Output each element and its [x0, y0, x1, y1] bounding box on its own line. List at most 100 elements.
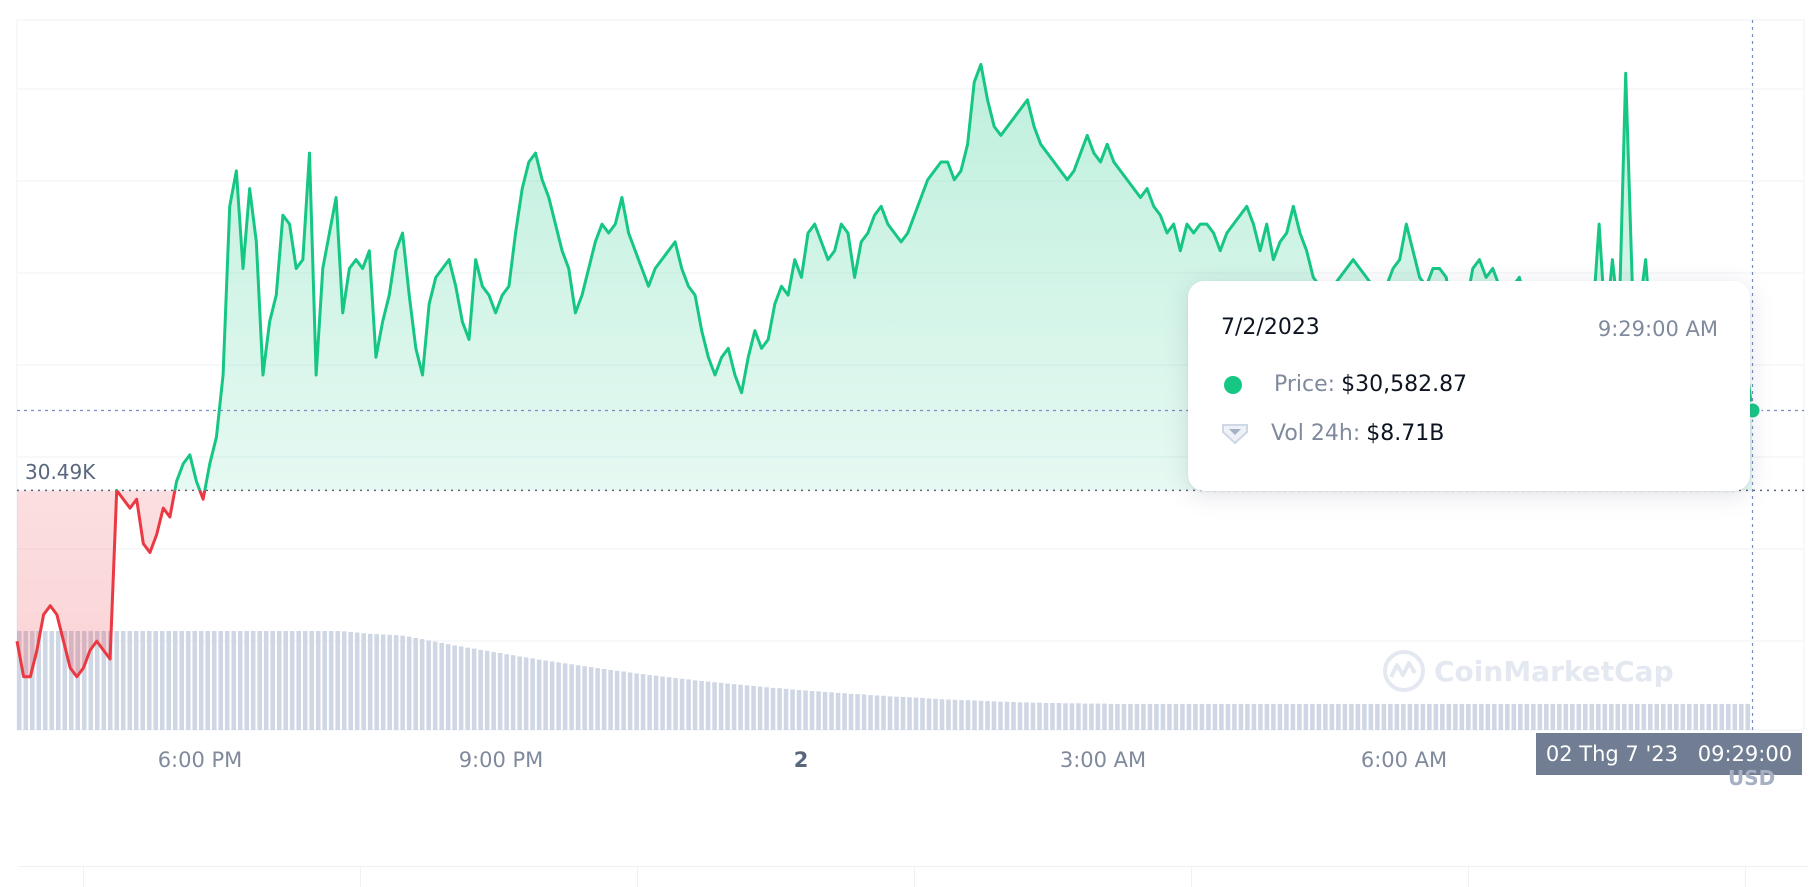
volume-bar [673, 678, 678, 730]
volume-bar [640, 674, 646, 730]
volume-bar [413, 637, 418, 730]
volume-bar [660, 676, 665, 730]
volume-bar [517, 656, 522, 730]
volume-bar [1531, 703, 1536, 730]
volume-bar [1017, 702, 1023, 730]
volume-bar [1589, 703, 1595, 730]
volume-bar [1349, 703, 1354, 730]
volume-bar [1225, 703, 1231, 730]
volume-bar [608, 669, 613, 730]
volume-bar [1680, 703, 1686, 730]
volume-bar [1329, 703, 1335, 730]
volume-bar [1089, 703, 1094, 730]
volume-bar [1401, 703, 1406, 730]
volume-bar [1641, 703, 1647, 730]
cursor-date-label: 02 Thg 7 '23 09:29:00 [1536, 733, 1802, 775]
volume-bar [1271, 703, 1276, 730]
volume-bar [1193, 703, 1198, 730]
volume-bar [972, 700, 977, 730]
volume-bar [1544, 703, 1549, 730]
x-tick-label: 2 [794, 748, 809, 772]
volume-bar [1615, 703, 1621, 730]
volume-bar [1277, 703, 1283, 730]
volume-bar [1368, 703, 1374, 730]
volume-bar [1492, 703, 1497, 730]
volume-bar [1310, 703, 1315, 730]
volume-bar [1128, 703, 1133, 730]
volume-bar [1160, 703, 1166, 730]
volume-bar [718, 682, 724, 730]
volume-bar [569, 664, 574, 730]
bottom-tab-strip [18, 866, 1808, 887]
volume-bar [1667, 703, 1673, 730]
volume-bar [1472, 703, 1478, 730]
volume-bar [952, 699, 958, 730]
volume-bar [380, 634, 386, 730]
x-axis: 6:00 PM 9:00 PM 2 3:00 AM 6:00 AM [158, 748, 1447, 772]
volume-bar [270, 631, 275, 730]
volume-bar [868, 695, 873, 730]
volume-bar [504, 654, 509, 730]
volume-bar [1420, 703, 1426, 730]
volume-bar [1199, 703, 1205, 730]
volume-bar [439, 642, 444, 730]
volume-bar [1121, 703, 1127, 730]
volume-bar [1505, 703, 1510, 730]
volume-bar [1674, 703, 1679, 730]
volume-bar [1635, 703, 1640, 730]
volume-bar [1414, 703, 1419, 730]
volume-bar [263, 631, 269, 730]
volume-bar [302, 631, 308, 730]
volume-bar [933, 698, 938, 730]
volume-bar [484, 650, 490, 730]
volume-bar [1479, 703, 1484, 730]
volume-bar [1011, 702, 1016, 730]
volume-bar [114, 631, 120, 730]
volume-bar [166, 631, 172, 730]
volume-bar [250, 631, 256, 730]
volume-bar [419, 639, 425, 730]
volume-bar [1557, 703, 1562, 730]
tooltip-volume-label: Vol 24h: [1271, 421, 1361, 446]
volume-bar [1433, 703, 1439, 730]
volume-bar [62, 631, 68, 730]
volume-bars [17, 631, 1751, 730]
volume-bar [965, 700, 971, 730]
tooltip-volume-row: Vol 24h: $8.71B [1221, 421, 1444, 446]
volume-bar [614, 670, 620, 730]
volume-bar [666, 677, 672, 730]
volume-bar [1024, 702, 1029, 730]
x-tick-label: 9:00 PM [459, 748, 544, 772]
volume-bar [757, 686, 763, 730]
volume-bar [1583, 703, 1588, 730]
volume-bar [1264, 703, 1270, 730]
currency-label: USD [1728, 766, 1776, 790]
volume-bar [822, 691, 828, 730]
volume-bar [198, 631, 204, 730]
volume-bar [679, 678, 685, 730]
tooltip-price-label: Price: [1274, 372, 1336, 397]
volume-bar [601, 669, 607, 730]
volume-bar [1700, 703, 1705, 730]
volume-bar [30, 631, 35, 730]
volume-bar [1648, 703, 1653, 730]
volume-bar [1732, 703, 1738, 730]
volume-bar [335, 631, 340, 730]
volume-bar [530, 658, 535, 730]
volume-bar [653, 675, 659, 730]
volume-bar [192, 631, 197, 730]
volume-bar [751, 686, 756, 730]
volume-bar [738, 684, 743, 730]
volume-bar [991, 701, 997, 730]
volume-bar [848, 693, 854, 730]
volume-bar [1622, 703, 1627, 730]
volume-bar [23, 631, 29, 730]
coinmarketcap-logo-icon [1383, 650, 1425, 692]
volume-bar [1388, 703, 1393, 730]
volume-bar [900, 697, 906, 730]
volume-bar [1004, 701, 1010, 730]
volume-bar [1661, 703, 1666, 730]
volume-bar [1154, 703, 1159, 730]
volume-bar [536, 659, 542, 730]
